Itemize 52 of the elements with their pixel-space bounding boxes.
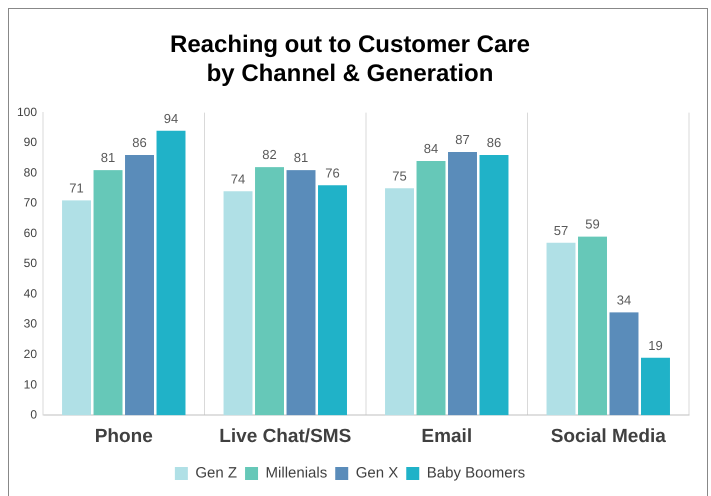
data-label: 84 <box>424 141 438 156</box>
y-tick-label: 60 <box>24 226 38 240</box>
data-label: 82 <box>262 147 277 162</box>
data-label: 86 <box>486 135 502 150</box>
bar <box>480 154 508 416</box>
bar <box>125 154 154 416</box>
bar <box>641 358 670 416</box>
y-tick-label: 30 <box>24 316 38 331</box>
y-tick-label: 10 <box>24 377 38 392</box>
x-tick-label: Social Media <box>550 426 666 447</box>
chart-title: Reaching out to Customer Care by Channel & Generation <box>170 31 530 87</box>
bar <box>385 188 414 416</box>
data-label: 74 <box>230 171 246 186</box>
bar <box>546 242 576 416</box>
y-tick-label: 70 <box>24 196 38 210</box>
bar <box>448 152 477 416</box>
legend-label: Gen X <box>356 464 398 482</box>
bar <box>416 161 446 416</box>
y-tick-label: 40 <box>24 286 38 300</box>
y-tick-label: 90 <box>24 135 38 150</box>
bar <box>286 170 316 416</box>
data-label: 19 <box>648 338 663 353</box>
data-label: 71 <box>69 180 84 196</box>
legend-label: Baby Boomers <box>426 464 526 482</box>
bar <box>62 200 92 416</box>
bar <box>318 185 347 416</box>
bar <box>578 236 607 416</box>
data-label: 86 <box>132 135 147 150</box>
data-label: 94 <box>164 110 178 126</box>
bar <box>156 130 186 416</box>
data-label: 75 <box>392 168 407 184</box>
bar <box>224 191 253 416</box>
data-label: 59 <box>585 216 600 232</box>
bar <box>94 170 123 416</box>
y-tick-label: 80 <box>24 165 38 180</box>
y-tick-label: 0 <box>30 408 38 422</box>
x-tick-label: Live Chat/SMS <box>219 426 352 447</box>
legend-label: Millenials <box>266 464 328 482</box>
data-label: 57 <box>554 222 568 238</box>
data-label: 81 <box>100 150 116 166</box>
data-label: 87 <box>455 132 470 148</box>
data-label: 76 <box>325 165 340 180</box>
x-tick-label: Email <box>421 426 472 447</box>
y-tick-label: 100 <box>16 104 38 119</box>
y-tick-label: 20 <box>24 346 38 361</box>
bar <box>610 312 638 416</box>
data-label: 81 <box>294 150 308 166</box>
bar <box>255 167 284 416</box>
legend-label: Gen Z <box>195 464 238 482</box>
y-tick-label: 50 <box>24 256 38 270</box>
x-tick-label: Phone <box>94 426 153 447</box>
data-label: 34 <box>616 292 632 308</box>
